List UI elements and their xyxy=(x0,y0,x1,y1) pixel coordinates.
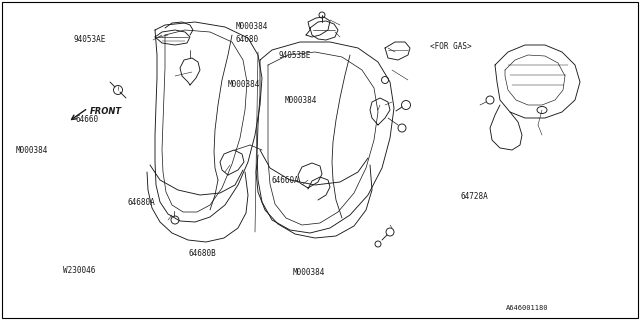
Text: M000384: M000384 xyxy=(292,268,325,277)
Text: M000384: M000384 xyxy=(236,22,268,31)
Text: 64680: 64680 xyxy=(236,36,259,44)
Text: 64680A: 64680A xyxy=(128,198,156,207)
Text: 64728A: 64728A xyxy=(461,192,488,201)
Text: M000384: M000384 xyxy=(285,96,317,105)
Text: A646001180: A646001180 xyxy=(506,305,548,311)
Text: W230046: W230046 xyxy=(63,266,95,275)
Text: M000384: M000384 xyxy=(227,80,260,89)
Text: <FOR GAS>: <FOR GAS> xyxy=(430,42,472,51)
Text: 64660: 64660 xyxy=(76,116,99,124)
Text: M000384: M000384 xyxy=(16,146,49,155)
Text: 64660A: 64660A xyxy=(272,176,300,185)
Text: FRONT: FRONT xyxy=(90,108,122,116)
Text: 94053BE: 94053BE xyxy=(278,52,311,60)
Text: 64680B: 64680B xyxy=(189,249,216,258)
Text: 94053AE: 94053AE xyxy=(74,36,106,44)
